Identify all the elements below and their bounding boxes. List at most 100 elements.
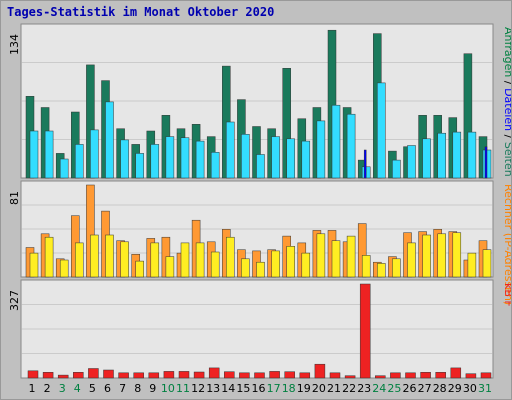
bar-dateien-day-13 bbox=[210, 152, 220, 179]
bar-kb-f-day-7 bbox=[118, 372, 129, 379]
bar-kb-f-day-26 bbox=[405, 372, 416, 379]
day-label-30: 30 bbox=[463, 382, 477, 395]
bar-seiten-day-31 bbox=[484, 146, 488, 179]
day-label-5: 5 bbox=[89, 382, 96, 395]
bar-dateien-day-2 bbox=[44, 130, 54, 179]
day-label-20: 20 bbox=[312, 382, 326, 395]
bar-ip-adressen-day-22 bbox=[346, 235, 356, 278]
bar-dateien-day-6 bbox=[105, 101, 114, 179]
bar-dateien-day-16 bbox=[256, 154, 265, 179]
day-label-24: 24 bbox=[372, 382, 386, 395]
day-label-18: 18 bbox=[282, 382, 296, 395]
bar-ip-adressen-day-4 bbox=[75, 242, 84, 278]
day-label-14: 14 bbox=[221, 382, 235, 395]
day-label-23: 23 bbox=[357, 382, 371, 395]
bar-ip-adressen-day-9 bbox=[150, 242, 160, 278]
bar-ip-adressen-day-26 bbox=[407, 242, 416, 278]
bar-kb-f-day-4 bbox=[73, 372, 84, 379]
bar-kb-f-day-15 bbox=[239, 372, 250, 379]
day-label-31: 31 bbox=[478, 382, 492, 395]
bar-dateien-day-18 bbox=[286, 138, 295, 179]
day-label-21: 21 bbox=[327, 382, 341, 395]
panel-1-ymax-label: 134 bbox=[8, 34, 21, 55]
bar-dateien-day-11 bbox=[180, 137, 190, 179]
bar-dateien-day-19 bbox=[301, 140, 311, 179]
bar-ip-adressen-day-20 bbox=[316, 233, 326, 278]
bar-ip-adressen-day-18 bbox=[286, 246, 295, 278]
bar-kb-f-day-2 bbox=[42, 372, 54, 379]
bar-kb-f-day-12 bbox=[193, 371, 205, 379]
bar-ip-adressen-day-1 bbox=[29, 252, 39, 278]
day-label-1: 1 bbox=[29, 382, 36, 395]
bar-ip-adressen-day-29 bbox=[452, 232, 462, 278]
day-label-28: 28 bbox=[433, 382, 447, 395]
bar-ip-adressen-day-11 bbox=[180, 242, 190, 278]
bar-ip-adressen-day-10 bbox=[165, 256, 175, 278]
bar-kb-f-day-21 bbox=[329, 372, 341, 379]
bar-kb-f-day-5 bbox=[88, 368, 99, 379]
bar-kb-f-day-8 bbox=[133, 372, 144, 379]
bar-dateien-day-7 bbox=[120, 139, 129, 179]
bar-ip-adressen-day-15 bbox=[241, 258, 250, 278]
chart-title: Tages-Statistik im Monat Oktober 2020 bbox=[7, 5, 275, 19]
bar-dateien-day-25 bbox=[392, 159, 401, 179]
bar-kb-f-day-30 bbox=[465, 373, 477, 379]
bar-ip-adressen-day-16 bbox=[256, 261, 265, 278]
bar-ip-adressen-day-5 bbox=[90, 234, 99, 278]
bar-ip-adressen-day-31 bbox=[482, 249, 492, 278]
bar-dateien-day-9 bbox=[150, 144, 160, 179]
panel-3-series-label: kB F bbox=[502, 283, 511, 307]
bar-ip-adressen-day-12 bbox=[195, 242, 205, 278]
bar-dateien-day-22 bbox=[346, 113, 356, 179]
bar-kb-f-day-19 bbox=[299, 372, 311, 379]
bar-dateien-day-27 bbox=[422, 138, 431, 179]
bar-dateien-day-12 bbox=[195, 140, 205, 179]
day-label-2: 2 bbox=[44, 382, 51, 395]
day-label-9: 9 bbox=[149, 382, 156, 395]
day-label-15: 15 bbox=[236, 382, 250, 395]
bar-kb-f-day-22 bbox=[344, 375, 356, 379]
bar-ip-adressen-day-23 bbox=[361, 255, 371, 278]
bar-kb-f-day-14 bbox=[224, 371, 235, 379]
bar-kb-f-day-6 bbox=[103, 369, 114, 379]
day-label-4: 4 bbox=[74, 382, 81, 395]
day-label-25: 25 bbox=[387, 382, 401, 395]
bar-ip-adressen-day-25 bbox=[392, 258, 401, 278]
day-label-11: 11 bbox=[176, 382, 190, 395]
bar-kb-f-day-18 bbox=[284, 371, 295, 379]
bar-kb-f-day-28 bbox=[435, 372, 446, 379]
bar-kb-f-day-29 bbox=[450, 367, 462, 379]
bar-ip-adressen-day-17 bbox=[271, 250, 280, 278]
bar-dateien-day-28 bbox=[437, 132, 446, 179]
bar-ip-adressen-day-6 bbox=[105, 234, 114, 278]
bar-ip-adressen-day-28 bbox=[437, 233, 446, 278]
bar-kb-f-day-10 bbox=[163, 371, 175, 379]
bar-ip-adressen-day-24 bbox=[377, 263, 386, 278]
bar-dateien-day-20 bbox=[316, 120, 326, 179]
bar-ip-adressen-day-2 bbox=[44, 236, 54, 278]
bar-kb-f-day-24 bbox=[375, 375, 386, 379]
bar-dateien-day-30 bbox=[467, 131, 477, 179]
day-label-10: 10 bbox=[161, 382, 175, 395]
bar-ip-adressen-day-13 bbox=[210, 251, 220, 278]
bar-ip-adressen-day-27 bbox=[422, 234, 431, 278]
bar-ip-adressen-day-14 bbox=[226, 236, 235, 278]
bar-dateien-day-17 bbox=[271, 136, 280, 179]
bar-kb-f-day-1 bbox=[27, 370, 39, 379]
day-label-16: 16 bbox=[252, 382, 266, 395]
day-label-7: 7 bbox=[119, 382, 126, 395]
panel-2-ymax-label: 81 bbox=[8, 191, 21, 205]
day-label-3: 3 bbox=[59, 382, 66, 395]
bar-dateien-day-21 bbox=[331, 104, 341, 179]
bar-kb-f-day-25 bbox=[390, 372, 401, 379]
bar-ip-adressen-day-3 bbox=[59, 259, 69, 278]
bar-dateien-day-8 bbox=[135, 153, 144, 179]
panel-1-series-label: Anfragen / Dateien / Seiten bbox=[502, 27, 511, 177]
day-label-27: 27 bbox=[418, 382, 432, 395]
bar-kb-f-day-11 bbox=[178, 371, 190, 379]
bar-kb-f-day-16 bbox=[254, 372, 265, 379]
day-label-19: 19 bbox=[297, 382, 311, 395]
bar-ip-adressen-day-21 bbox=[331, 240, 341, 278]
bar-dateien-day-24 bbox=[377, 82, 386, 179]
